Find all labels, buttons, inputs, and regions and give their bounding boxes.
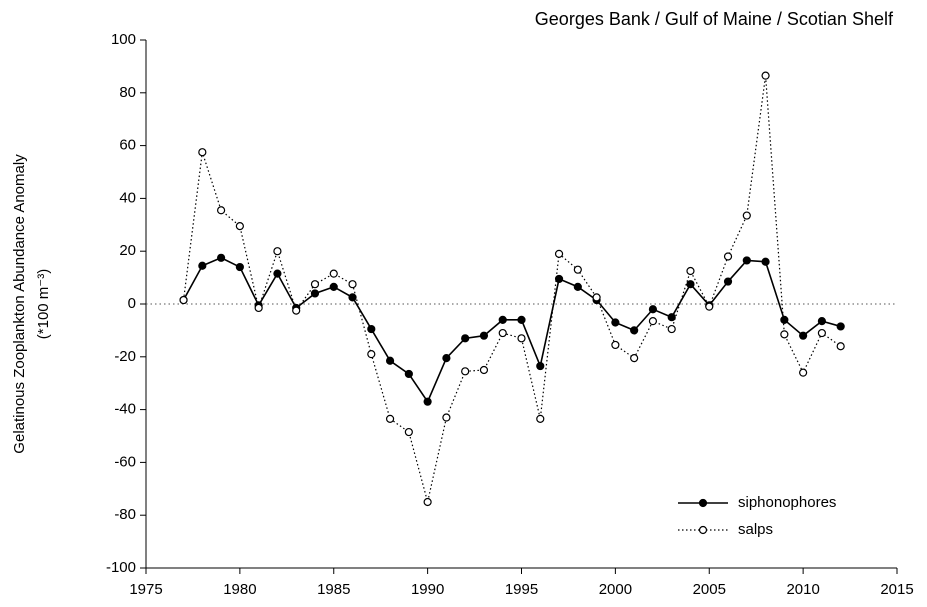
data-point xyxy=(742,256,751,265)
data-point xyxy=(723,277,733,286)
data-point xyxy=(479,365,489,375)
data-point xyxy=(235,222,244,231)
data-point xyxy=(329,269,338,278)
data-point xyxy=(817,328,827,338)
data-point xyxy=(442,354,451,363)
data-point xyxy=(761,257,770,266)
data-point xyxy=(367,324,376,334)
data-point xyxy=(742,211,751,220)
data-point xyxy=(517,315,526,324)
y-tick-label: 20 xyxy=(119,242,136,259)
data-point xyxy=(198,148,207,157)
y-tick-label: -60 xyxy=(114,453,136,470)
y-axis-label: Gelatinous Zooplankton Abundance Anomaly xyxy=(11,154,28,454)
x-tick-label: 1985 xyxy=(317,581,350,598)
data-point xyxy=(780,315,789,324)
data-point xyxy=(573,282,582,291)
data-point xyxy=(799,368,808,377)
data-point xyxy=(667,313,676,322)
y-tick-label: -80 xyxy=(114,506,136,523)
data-point xyxy=(348,293,357,302)
data-point xyxy=(517,334,526,343)
data-point xyxy=(630,354,639,363)
data-point xyxy=(498,315,507,324)
chart-title: Georges Bank / Gulf of Maine / Scotian S… xyxy=(535,9,894,29)
y-tick-label: 40 xyxy=(119,189,136,206)
y-tick-label: -100 xyxy=(106,559,136,576)
legend-marker xyxy=(698,498,708,508)
data-point xyxy=(611,340,620,350)
data-point xyxy=(573,265,582,274)
data-point xyxy=(310,280,320,289)
data-point xyxy=(423,397,432,406)
data-point xyxy=(385,414,395,423)
y-tick-label: 60 xyxy=(119,137,136,154)
x-tick-label: 1980 xyxy=(223,581,256,598)
data-point xyxy=(348,280,357,289)
y-tick-label: -40 xyxy=(114,401,136,418)
legend-marker xyxy=(698,525,708,535)
data-point xyxy=(686,266,695,276)
series-line xyxy=(182,75,842,503)
data-point xyxy=(836,322,845,331)
x-tick-label: 2015 xyxy=(880,581,913,598)
data-point xyxy=(423,497,432,507)
x-tick-label: 1990 xyxy=(411,581,444,598)
data-point xyxy=(799,331,808,340)
data-point xyxy=(479,331,489,340)
data-point xyxy=(217,253,226,262)
y-tick-label: 100 xyxy=(111,31,136,48)
data-point xyxy=(273,247,282,256)
data-point xyxy=(404,369,413,379)
data-point xyxy=(630,326,639,335)
data-point xyxy=(367,350,376,359)
data-point xyxy=(461,367,470,376)
data-point xyxy=(554,274,564,284)
legend-label: siphonophores xyxy=(738,494,836,511)
data-point xyxy=(648,305,658,314)
data-point xyxy=(817,317,827,326)
data-point xyxy=(705,302,714,311)
data-point xyxy=(329,282,338,291)
data-point xyxy=(310,289,320,298)
data-point xyxy=(198,261,207,270)
x-tick-label: 2005 xyxy=(693,581,726,598)
y-tick-label: 80 xyxy=(119,84,136,101)
data-point xyxy=(217,206,226,215)
data-point xyxy=(648,317,658,326)
data-point xyxy=(179,295,188,305)
data-point xyxy=(404,427,413,437)
data-point xyxy=(723,252,733,261)
y-tick-label: -20 xyxy=(114,348,136,365)
data-point xyxy=(592,293,601,302)
data-point xyxy=(554,249,564,258)
y-axis-unit: (*100 m⁻³) xyxy=(35,269,52,339)
data-point xyxy=(442,413,451,422)
data-point xyxy=(235,262,244,272)
data-point xyxy=(536,361,545,371)
data-point xyxy=(761,71,770,80)
data-point xyxy=(254,303,263,313)
data-point xyxy=(611,318,620,327)
series-line xyxy=(182,256,841,404)
x-tick-label: 2010 xyxy=(786,581,819,598)
data-point xyxy=(780,330,789,339)
data-point xyxy=(273,269,282,278)
data-point xyxy=(536,414,545,423)
data-point xyxy=(836,342,845,351)
data-point xyxy=(292,306,301,315)
data-point xyxy=(686,280,695,289)
data-point xyxy=(498,328,507,338)
data-point xyxy=(461,334,470,343)
y-tick-label: 0 xyxy=(128,295,136,312)
data-point xyxy=(385,356,395,365)
x-tick-label: 1975 xyxy=(129,581,162,598)
x-tick-label: 2000 xyxy=(599,581,632,598)
legend-label: salps xyxy=(738,521,773,538)
data-point xyxy=(667,324,676,334)
x-tick-label: 1995 xyxy=(505,581,538,598)
